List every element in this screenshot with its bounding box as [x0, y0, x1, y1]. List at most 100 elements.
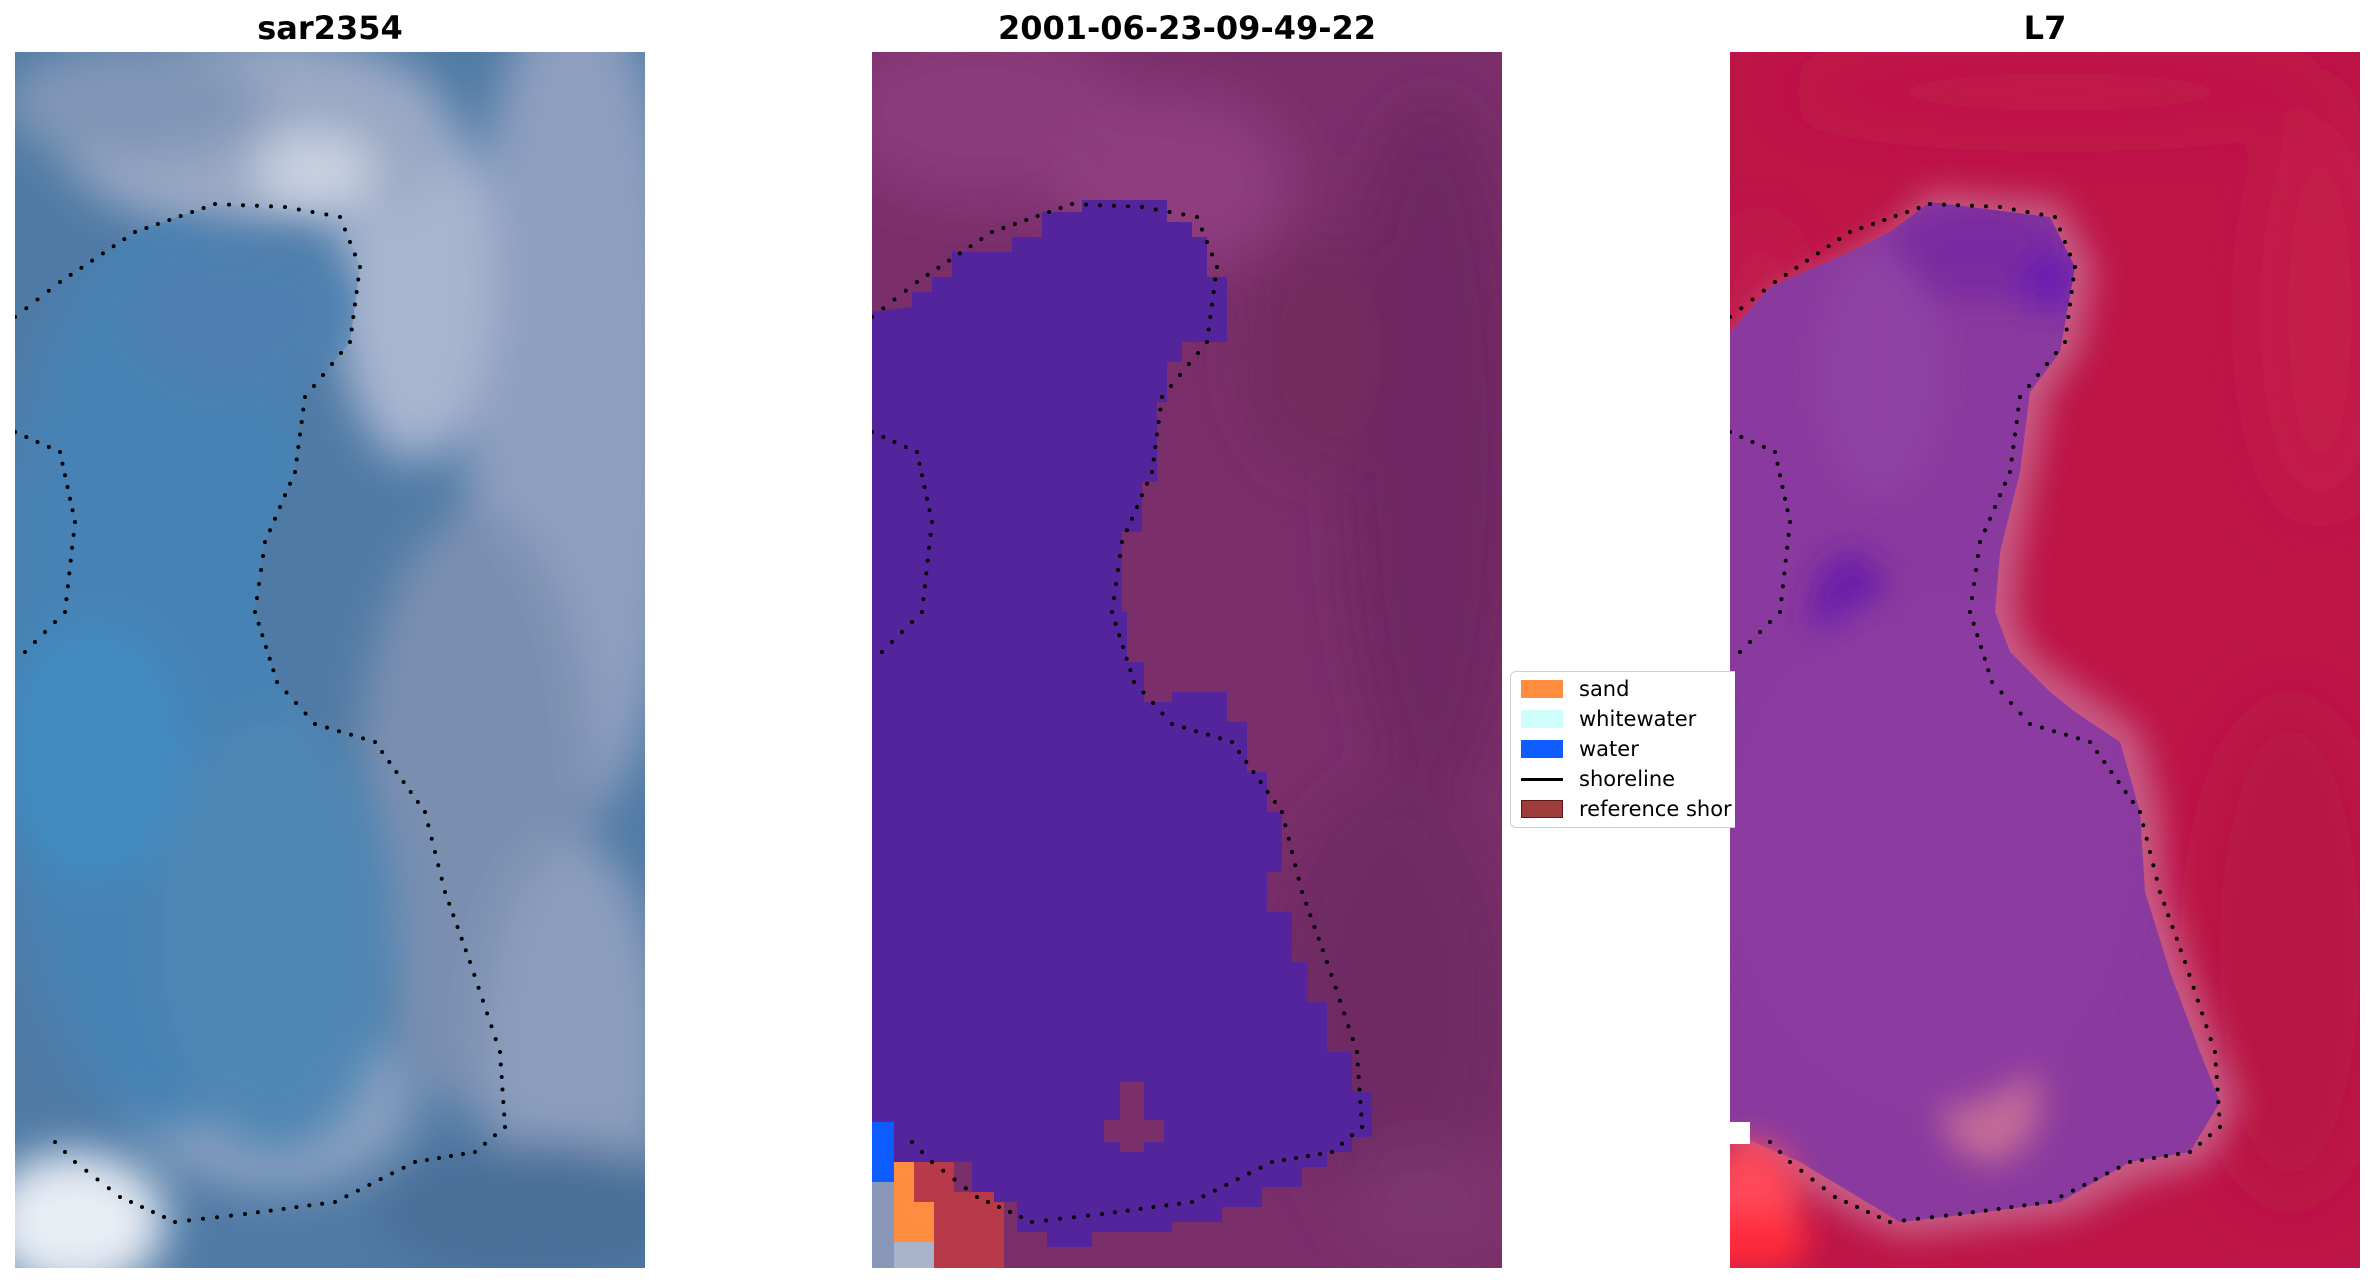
shoreline-dot	[2093, 1177, 2098, 1182]
shoreline-dot	[499, 1075, 504, 1079]
shoreline-dot	[229, 1213, 233, 1218]
shoreline-dot	[1350, 1133, 1354, 1138]
shoreline-dot	[2144, 836, 2149, 841]
shoreline-dot	[151, 1210, 155, 1214]
shoreline-dot	[872, 315, 874, 319]
shoreline-dot	[2058, 227, 2062, 232]
shoreline-dot	[15, 430, 17, 434]
shoreline-dot	[294, 701, 298, 705]
shoreline-dot	[1998, 205, 2002, 209]
shoreline-dot	[451, 913, 456, 918]
shoreline-dot	[260, 633, 265, 638]
legend-swatch-water	[1521, 740, 1563, 758]
shoreline-dot	[2068, 252, 2072, 257]
shoreline-dot	[975, 1195, 979, 1199]
legend-label-whitewater: whitewater	[1579, 707, 1697, 731]
shoreline-dot	[1815, 251, 1820, 256]
shoreline-dot	[2082, 1182, 2087, 1187]
shoreline-dot	[1012, 222, 1017, 226]
shoreline-dot	[356, 277, 361, 282]
shoreline-dot	[387, 760, 392, 764]
shoreline-dot	[2064, 732, 2068, 737]
shoreline-dot	[273, 516, 277, 521]
shoreline-dot	[880, 650, 884, 654]
shoreline-dot	[2200, 1011, 2205, 1016]
shoreline-dot	[1982, 656, 1987, 661]
shoreline-dot	[2158, 890, 2162, 894]
shoreline-dot	[2009, 701, 2013, 705]
shoreline-dot	[1160, 711, 1165, 716]
shoreline-dot	[268, 528, 272, 533]
shoreline-dot	[1205, 340, 1209, 344]
shoreline-dot	[2215, 1087, 2220, 1092]
shoreline-dot	[489, 1024, 494, 1029]
shoreline-dot	[2066, 315, 2071, 319]
shoreline-dot	[298, 432, 302, 437]
shoreline-dot	[1739, 306, 1744, 311]
shoreline-dot	[502, 1112, 507, 1117]
shoreline-dot	[2187, 972, 2192, 977]
shoreline-dot	[353, 302, 357, 307]
shoreline-dot	[1210, 252, 1214, 257]
shoreline-dot	[1768, 620, 1772, 624]
shoreline-dot	[353, 252, 357, 257]
shoreline-dot	[348, 240, 352, 244]
shoreline-dot	[122, 237, 127, 242]
shoreline-dot	[201, 206, 206, 210]
shoreline-dot	[333, 1200, 337, 1204]
shoreline-dot	[243, 1212, 247, 1216]
shoreline-dot	[1971, 621, 1976, 626]
shoreline-dot	[2214, 1075, 2219, 1079]
shoreline-dot	[313, 722, 317, 726]
shoreline-dot	[1164, 1203, 1169, 1208]
shoreline-dot	[1150, 470, 1154, 474]
shoreline-dot	[1340, 1141, 1344, 1146]
shoreline-dot	[1155, 432, 1159, 437]
shoreline-dot	[118, 1195, 122, 1199]
shoreline-dot	[925, 496, 929, 501]
shoreline-dot	[303, 395, 307, 399]
shoreline-dot	[1360, 1125, 1364, 1129]
shoreline-dot	[1124, 656, 1129, 661]
shoreline-dot	[401, 1165, 406, 1170]
shoreline-dot	[2140, 1158, 2144, 1162]
shoreline-dot	[1181, 212, 1186, 217]
shoreline-dot	[1768, 1140, 1772, 1144]
shoreline-dot	[178, 214, 183, 218]
shoreline-dot	[2028, 722, 2032, 726]
shoreline-dot	[1153, 445, 1158, 449]
legend-label-water: water	[1579, 737, 1639, 761]
shoreline-dot	[903, 445, 908, 449]
shoreline-dot	[2070, 1188, 2075, 1193]
shoreline-dot	[269, 204, 273, 209]
shoreline-dot	[1355, 1062, 1360, 1067]
shoreline-dot	[293, 470, 297, 474]
shoreline-dot	[213, 202, 217, 206]
shoreline-dot	[1761, 445, 1766, 449]
shoreline-dot	[1058, 1216, 1062, 1221]
shoreline-dot	[1290, 850, 1294, 854]
shoreline-dot	[1942, 202, 1946, 207]
shoreline-dot	[2013, 432, 2017, 437]
shoreline-dot	[1996, 1206, 2001, 1211]
shoreline-dot	[241, 203, 245, 208]
shoreline-dot	[1230, 740, 1234, 744]
shoreline-dot	[459, 936, 464, 941]
shoreline-dot	[2105, 1171, 2110, 1176]
shoreline-dot	[920, 473, 924, 478]
shoreline-dot	[2009, 1205, 2014, 1210]
shoreline-dot	[1100, 1212, 1104, 1216]
shoreline-dot	[63, 473, 67, 478]
shoreline-dot	[33, 640, 37, 644]
shoreline-dot	[227, 202, 231, 207]
shoreline-dot	[1773, 450, 1777, 454]
shoreline-dot	[53, 1140, 57, 1144]
shoreline-dot	[443, 890, 447, 894]
shoreline-dot	[1312, 925, 1317, 929]
shoreline-dot	[1794, 265, 1799, 270]
shoreline-dot	[338, 215, 342, 219]
shoreline-dot	[2009, 457, 2014, 462]
shoreline-dot	[1805, 258, 1810, 263]
shoreline-dot	[1024, 218, 1029, 222]
